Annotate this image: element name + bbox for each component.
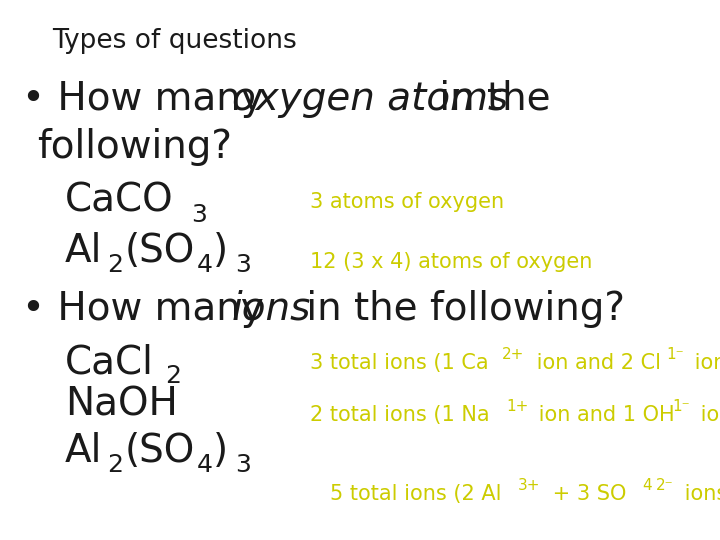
Text: 4: 4 xyxy=(642,478,652,493)
Text: Types of questions: Types of questions xyxy=(52,28,297,54)
Text: 3: 3 xyxy=(235,253,251,277)
Text: 2⁻: 2⁻ xyxy=(656,478,674,493)
Text: 3: 3 xyxy=(235,453,251,477)
Text: ions: ions xyxy=(232,290,311,328)
Text: in the following?: in the following? xyxy=(294,290,625,328)
Text: 2 total ions (1 Na: 2 total ions (1 Na xyxy=(310,405,490,425)
Text: NaOH: NaOH xyxy=(65,385,178,423)
Text: ions): ions) xyxy=(678,484,720,504)
Text: 2+: 2+ xyxy=(502,347,524,362)
Text: following?: following? xyxy=(37,128,232,166)
Text: (SO: (SO xyxy=(125,432,195,470)
Text: 12 (3 x 4) atoms of oxygen: 12 (3 x 4) atoms of oxygen xyxy=(310,252,593,272)
Text: (SO: (SO xyxy=(125,232,195,270)
Text: ): ) xyxy=(213,232,228,270)
Text: 2: 2 xyxy=(165,364,181,388)
Text: ions): ions) xyxy=(688,353,720,373)
Text: ion and 2 Cl: ion and 2 Cl xyxy=(530,353,661,373)
Text: • How many: • How many xyxy=(22,290,276,328)
Text: 3+: 3+ xyxy=(518,478,541,493)
Text: 4: 4 xyxy=(197,253,213,277)
Text: 5 total ions (2 Al: 5 total ions (2 Al xyxy=(330,484,502,504)
Text: oxygen atoms: oxygen atoms xyxy=(232,80,508,118)
Text: 1+: 1+ xyxy=(506,399,528,414)
Text: ): ) xyxy=(213,432,228,470)
Text: 3: 3 xyxy=(191,203,207,227)
Text: CaCO: CaCO xyxy=(65,182,174,220)
Text: 4: 4 xyxy=(197,453,213,477)
Text: in the: in the xyxy=(427,80,551,118)
Text: 3 atoms of oxygen: 3 atoms of oxygen xyxy=(310,192,504,212)
Text: 1⁻: 1⁻ xyxy=(672,399,690,414)
Text: Al: Al xyxy=(65,232,102,270)
Text: Al: Al xyxy=(65,432,102,470)
Text: + 3 SO: + 3 SO xyxy=(546,484,626,504)
Text: CaCl: CaCl xyxy=(65,343,154,381)
Text: 3 total ions (1 Ca: 3 total ions (1 Ca xyxy=(310,353,489,373)
Text: 2: 2 xyxy=(107,453,123,477)
Text: 1⁻: 1⁻ xyxy=(666,347,683,362)
Text: • How many: • How many xyxy=(22,80,276,118)
Text: 2: 2 xyxy=(107,253,123,277)
Text: ion): ion) xyxy=(694,405,720,425)
Text: ion and 1 OH: ion and 1 OH xyxy=(532,405,675,425)
